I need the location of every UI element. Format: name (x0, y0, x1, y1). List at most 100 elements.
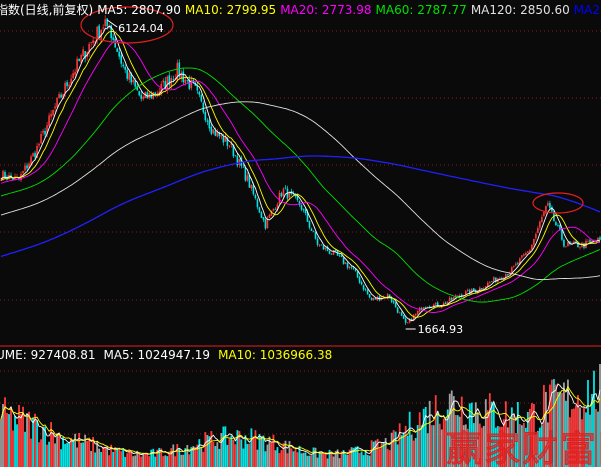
volume-bar (424, 406, 427, 467)
candle (206, 120, 209, 122)
high-marker (106, 19, 118, 28)
volume-bar (156, 449, 159, 467)
volume-bar (476, 412, 479, 467)
candle (551, 207, 553, 212)
candle (12, 178, 14, 181)
volume-bar (362, 455, 365, 467)
candle (82, 49, 84, 57)
volume-bar (358, 453, 361, 467)
volume-bar (388, 450, 391, 467)
volume-bar (334, 451, 337, 467)
volume-bar (494, 427, 497, 467)
volume-bar (534, 434, 537, 467)
candle (186, 80, 189, 81)
candle (58, 94, 60, 99)
ma60-line (0, 67, 601, 303)
candle (114, 38, 116, 48)
candle (392, 301, 395, 303)
volume-bar (304, 452, 307, 467)
candle (66, 82, 68, 87)
candle (493, 277, 495, 281)
candle (30, 156, 32, 165)
candle (517, 263, 519, 264)
candle (324, 247, 327, 250)
candle (94, 41, 96, 43)
volume-bar (212, 442, 215, 467)
volume-bar (430, 425, 433, 467)
volume-bar (50, 422, 52, 467)
volume-bar (76, 447, 79, 467)
volume-bar (196, 444, 199, 467)
volume-bar (210, 431, 213, 467)
volume-bar (260, 436, 263, 467)
volume-bar (258, 434, 261, 467)
price-legend: 指数(日线,前复权) MA5: 2807.90 MA10: 2799.95 MA20:… (0, 3, 601, 17)
legend-ma10: MA10: 2799.95 (184, 3, 277, 17)
candle (216, 131, 219, 137)
candle (362, 285, 365, 290)
candle (320, 244, 323, 246)
candle (4, 171, 6, 179)
candle (238, 159, 241, 165)
candle (252, 185, 255, 195)
candle (539, 221, 541, 228)
candle (452, 297, 455, 300)
volume-bar (569, 417, 571, 467)
candle (116, 48, 118, 52)
candle (360, 282, 363, 285)
candle (466, 289, 469, 292)
candle (545, 206, 547, 214)
candle (597, 237, 599, 241)
ma250-line (0, 155, 601, 258)
volume-bar (478, 423, 481, 467)
volume-bar (298, 445, 301, 467)
volume-bar (488, 393, 491, 467)
volume-bar (42, 426, 44, 467)
candle (126, 69, 129, 79)
candle (533, 238, 535, 245)
candle (44, 130, 46, 135)
candle (130, 73, 133, 83)
candle (563, 239, 565, 247)
legend-ma120: MA120: 2850.60 (470, 3, 570, 17)
volume-bar (498, 426, 501, 467)
volume-bar (292, 451, 295, 467)
candle (262, 217, 265, 220)
volume-bar (270, 442, 273, 467)
candle (314, 231, 317, 239)
volume-bar (378, 448, 381, 467)
candle (354, 269, 357, 271)
candle (326, 246, 329, 251)
candle (483, 288, 485, 290)
volume-bar (583, 406, 585, 467)
volume-bar (202, 451, 205, 467)
volume-bar (164, 455, 167, 467)
volume-bar (474, 402, 477, 467)
volume-bar (234, 444, 237, 467)
watermark: 赢家财富网 (445, 429, 601, 467)
volume-bar (286, 453, 289, 467)
volume-bar (18, 404, 20, 467)
candle (531, 244, 533, 250)
candle (535, 233, 537, 239)
candle (420, 308, 423, 310)
volume-bar (74, 433, 77, 467)
volume-bar (248, 443, 251, 467)
volume-bar (112, 451, 115, 467)
volume-bar (140, 456, 143, 467)
volume-bar (472, 423, 475, 467)
volume-bar (28, 411, 30, 467)
volume-ma10-line (0, 385, 601, 455)
candle (172, 79, 175, 80)
candle (90, 41, 92, 43)
volume-bar (398, 423, 401, 467)
ma120-line (0, 101, 601, 281)
candle (140, 94, 143, 99)
volume-bar (152, 448, 155, 467)
volume-bar (12, 430, 14, 467)
volume-bar (88, 437, 91, 467)
volume-bar (274, 450, 277, 467)
volume-bar (272, 434, 275, 467)
volume-bar (242, 448, 245, 467)
